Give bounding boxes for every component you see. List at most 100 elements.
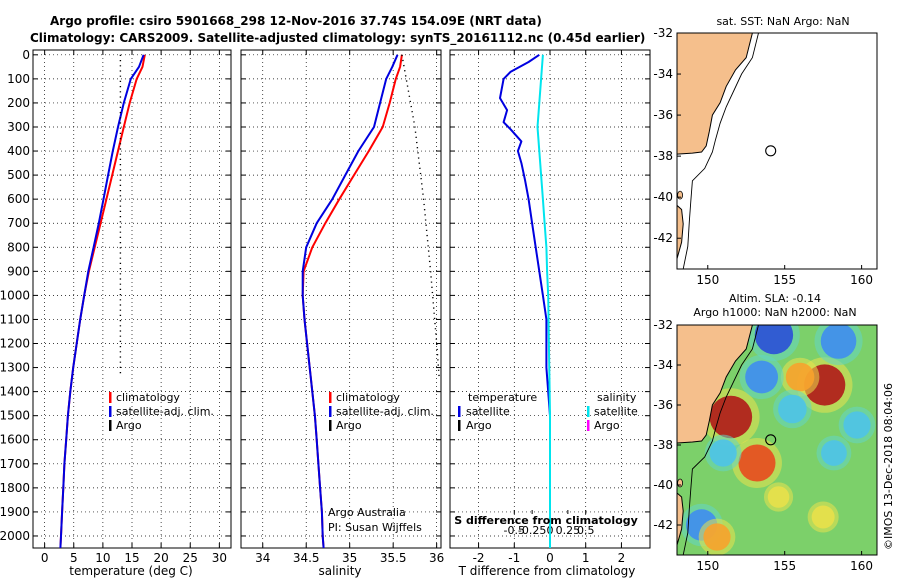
sla-map-eddy-core bbox=[738, 444, 776, 482]
differences-xtick-label: -2 bbox=[473, 551, 485, 565]
salinity-legend-swatch bbox=[329, 406, 332, 417]
sla-map-ytick-label: -34 bbox=[653, 358, 673, 372]
temperature-panel: 0 5 10 15 20 25 300100200300400500600700800900… bbox=[0, 48, 232, 565]
sla-map-ytick-label: -42 bbox=[653, 518, 673, 532]
temperature-x-axis-label: temperature (deg C) bbox=[69, 564, 192, 578]
temperature-ytick-label: 0 bbox=[22, 48, 30, 62]
differences-legend-label: satellite bbox=[594, 405, 638, 418]
temperature-ytick-label: 1700 bbox=[0, 457, 30, 471]
sla-map-eddy-core bbox=[811, 505, 835, 529]
temperature-xtick-label: 25 bbox=[183, 551, 198, 565]
differences-legend-label: Argo bbox=[594, 419, 620, 432]
temperature-legend-swatch bbox=[109, 406, 112, 417]
sla-map-panel: 150 155 160 -32 -34 -36 -38 -40 -42 bbox=[653, 318, 878, 573]
sla-map-eddy-core bbox=[709, 439, 737, 467]
sst-map-australia-land bbox=[677, 33, 753, 155]
differences-series-group bbox=[499, 53, 551, 548]
temperature-ytick-label: 1800 bbox=[0, 481, 30, 495]
temperature-series-satellite-adj-clim- bbox=[59, 54, 145, 548]
sla-map-ytick-label: -32 bbox=[653, 318, 673, 332]
temperature-legend-swatch bbox=[109, 420, 112, 431]
salinity-panel: 34 34.5 35 35.5 36 climatologysatellite-adj. … bbox=[240, 49, 444, 565]
sla-map-flinders-island bbox=[677, 478, 683, 488]
sst-map-frame bbox=[676, 32, 878, 270]
figure-title-line-2: Climatology: CARS2009. Satellite-adjuste… bbox=[30, 31, 645, 46]
sla-map-australia-land bbox=[677, 325, 753, 444]
differences-xtick2-label: -0.5 bbox=[504, 524, 525, 537]
salinity-legend-label: climatology bbox=[336, 391, 400, 404]
sst-map-xtick-label: 155 bbox=[773, 273, 796, 287]
temperature-ytick-label: 700 bbox=[7, 216, 30, 230]
sla-map-xtick-label: 160 bbox=[850, 559, 873, 573]
salinity-xtick-label: 35.5 bbox=[380, 551, 407, 565]
temperature-xtick-label: 30 bbox=[212, 551, 227, 565]
temperature-legend-swatch bbox=[109, 392, 112, 403]
temperature-ytick-label: 900 bbox=[7, 264, 30, 278]
sla-map-eddy-core bbox=[767, 486, 790, 508]
sst-map-ytick-label: -38 bbox=[653, 149, 673, 163]
s-difference-axis-label: S difference from climatology bbox=[454, 514, 638, 527]
temperature-ytick-label: 200 bbox=[7, 96, 30, 110]
sla-map-frame bbox=[676, 324, 878, 556]
sla-map-ytick-label: -36 bbox=[653, 398, 673, 412]
temperature-ytick-label: 600 bbox=[7, 192, 30, 206]
sst-map-panel: 150 155 160 -32 -34 -36 -38 -40 -42 bbox=[653, 26, 878, 287]
temperature-legend-label: satellite-adj. clim. bbox=[116, 405, 214, 418]
temperature-ytick-label: 100 bbox=[7, 72, 30, 86]
differences-series-temperature-satellite bbox=[499, 53, 551, 464]
sla-map-eddy-core bbox=[754, 325, 794, 355]
salinity-xtick-label: 34.5 bbox=[293, 551, 320, 565]
differences-xtick-label: 2 bbox=[618, 551, 626, 565]
temperature-series-group bbox=[59, 54, 146, 548]
sst-map-ytick-label: -34 bbox=[653, 67, 673, 81]
differences-xtick2-label: 0.5 bbox=[577, 524, 595, 537]
salinity-series-argo bbox=[401, 54, 440, 380]
temperature-xtick-label: 15 bbox=[124, 551, 139, 565]
differences-legend-swatch bbox=[458, 406, 461, 417]
sla-map-float-marker bbox=[765, 434, 777, 446]
sst-map-shelf-contour bbox=[682, 33, 759, 269]
temperature-ytick-label: 1500 bbox=[0, 409, 30, 423]
temperature-ytick-label: 500 bbox=[7, 168, 30, 182]
sla-map-ytick-label: -40 bbox=[653, 478, 673, 492]
temperature-legend-label: Argo bbox=[116, 419, 142, 432]
sst-map-float-marker bbox=[765, 145, 777, 157]
sst-map-ytick-label: -40 bbox=[653, 190, 673, 204]
temperature-ytick-label: 1400 bbox=[0, 385, 30, 399]
salinity-axes-frame bbox=[240, 49, 442, 549]
figure-title-line-1: Argo profile: csiro 5901668_298 12-Nov-2… bbox=[50, 14, 542, 29]
principal-investigator-note: PI: Susan Wijffels bbox=[328, 521, 422, 534]
salinity-legend-swatch bbox=[329, 392, 332, 403]
sst-map-ytick-label: -32 bbox=[653, 26, 673, 40]
sla-map-eddy-core bbox=[745, 360, 779, 394]
differences-xtick-label: -1 bbox=[508, 551, 520, 565]
temperature-xtick-label: 5 bbox=[70, 551, 78, 565]
differences-legend-swatch bbox=[587, 406, 590, 417]
differences-xtick-label: 0 bbox=[546, 551, 554, 565]
temperature-ytick-label: 400 bbox=[7, 144, 30, 158]
differences-legend-swatch bbox=[587, 420, 590, 431]
temperature-ytick-label: 1600 bbox=[0, 433, 30, 447]
temperature-xtick-label: 10 bbox=[95, 551, 110, 565]
sla-map-eddy-core bbox=[703, 523, 731, 551]
temperature-ytick-label: 1100 bbox=[0, 312, 30, 326]
salinity-xtick-label: 34 bbox=[255, 551, 270, 565]
temperature-ytick-label: 1300 bbox=[0, 361, 30, 375]
sla-map-eddy-core bbox=[821, 440, 847, 466]
sst-map-flinders-island bbox=[677, 190, 683, 200]
imos-credit: ©IMOS 13-Dec-2018 08:04:06 bbox=[882, 383, 895, 550]
sla-map-eddy-core bbox=[820, 325, 857, 359]
differences-legend-label: Argo bbox=[466, 419, 492, 432]
temperature-legend-label: climatology bbox=[116, 391, 180, 404]
temperature-ytick-label: 800 bbox=[7, 240, 30, 254]
temperature-ytick-label: 2000 bbox=[0, 529, 30, 543]
sst-map-xtick-label: 150 bbox=[696, 273, 719, 287]
sst-map-xtick-label: 160 bbox=[850, 273, 873, 287]
sla-map-tasmania-land bbox=[677, 492, 684, 555]
differences-xtick-label: 1 bbox=[582, 551, 590, 565]
sla-map-eddy-core bbox=[778, 394, 807, 424]
temperature-ytick-label: 1900 bbox=[0, 505, 30, 519]
sla-map-title: Altim. SLA: -0.14 bbox=[729, 292, 821, 305]
sla-map-subtitle: Argo h1000: NaN h2000: NaN bbox=[693, 306, 856, 319]
